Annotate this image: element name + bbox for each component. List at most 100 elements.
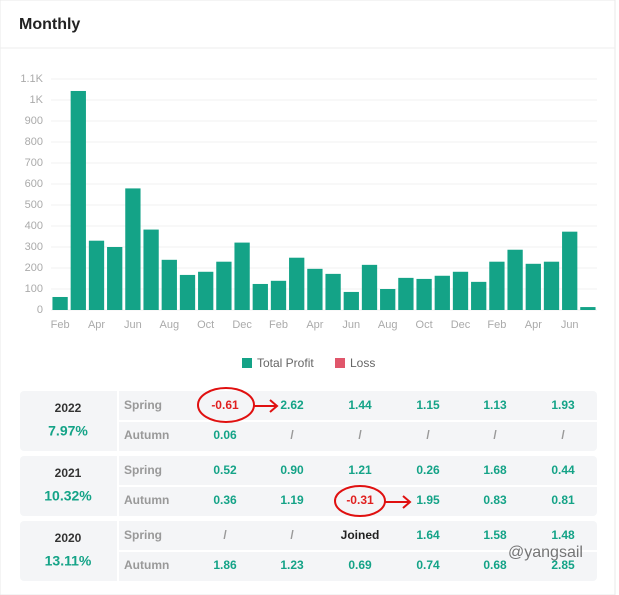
cell: -0.31 bbox=[346, 493, 374, 507]
y-tick-label: 1K bbox=[30, 94, 44, 106]
bar bbox=[380, 289, 396, 310]
annotation-arrow bbox=[254, 399, 279, 413]
row-label: Autumn bbox=[124, 558, 169, 572]
legend-label: Loss bbox=[350, 356, 375, 370]
row-label: Spring bbox=[124, 398, 162, 412]
cell: 0.52 bbox=[213, 463, 237, 477]
bar bbox=[198, 271, 214, 310]
cell: 1.15 bbox=[416, 398, 440, 412]
legend-swatch bbox=[242, 358, 252, 368]
cell: 0.69 bbox=[348, 558, 372, 572]
bar bbox=[452, 271, 469, 310]
bar bbox=[507, 249, 523, 310]
y-tick-label: 300 bbox=[25, 241, 43, 253]
cell: 1.68 bbox=[483, 463, 507, 477]
cell: 1.19 bbox=[280, 493, 304, 507]
x-tick-label: Apr bbox=[525, 319, 542, 331]
x-tick-label: Feb bbox=[487, 319, 506, 331]
cell: -0.61 bbox=[211, 398, 239, 412]
x-tick-label: Aug bbox=[160, 319, 180, 331]
bar bbox=[361, 264, 378, 310]
cell: 1.93 bbox=[551, 398, 575, 412]
tables: 2022 7.97% Spring -0.61 2.62 1.44 1.15 1.13 1.93… bbox=[20, 391, 597, 581]
bar bbox=[125, 188, 141, 310]
bar bbox=[489, 261, 505, 310]
x-tick-label: Feb bbox=[269, 319, 288, 331]
cell: / bbox=[493, 428, 497, 442]
bar bbox=[543, 261, 560, 310]
y-tick-label: 1.1K bbox=[20, 73, 43, 85]
bar bbox=[398, 277, 414, 310]
year-return: 13.11% bbox=[45, 553, 92, 569]
y-tick-label: 600 bbox=[25, 178, 43, 190]
chart: 0 100 200 300 400 500 600 700 800 900 1K 1.1K Feb Apr… bbox=[20, 73, 597, 370]
x-tick-label: Aug bbox=[378, 319, 398, 331]
cell: / bbox=[223, 528, 227, 542]
cell: / bbox=[426, 428, 430, 442]
cell: Joined bbox=[341, 528, 380, 542]
cell: 1.58 bbox=[483, 528, 507, 542]
bar bbox=[216, 261, 232, 310]
bar bbox=[343, 291, 359, 310]
bar bbox=[270, 280, 287, 310]
x-tick-label: Jun bbox=[124, 319, 142, 331]
cell: 2.85 bbox=[551, 558, 575, 572]
cell: 1.21 bbox=[348, 463, 372, 477]
bar bbox=[161, 259, 177, 310]
y-tick-label: 900 bbox=[25, 115, 43, 127]
bar bbox=[252, 283, 268, 310]
x-tick-label: Jun bbox=[342, 319, 360, 331]
cell: 0.90 bbox=[280, 463, 304, 477]
bar bbox=[434, 275, 450, 310]
x-tick-label: Feb bbox=[51, 319, 70, 331]
y-tick-label: 800 bbox=[25, 136, 43, 148]
row-label: Spring bbox=[124, 463, 162, 477]
bar bbox=[179, 274, 196, 310]
row-label: Autumn bbox=[124, 428, 169, 442]
bar bbox=[580, 307, 596, 310]
y-tick-label: 500 bbox=[25, 199, 43, 211]
card-title: Monthly bbox=[19, 16, 80, 33]
row-label: Spring bbox=[124, 528, 162, 542]
bar bbox=[143, 229, 159, 310]
y-tick-label: 100 bbox=[25, 283, 43, 295]
x-tick-label: Oct bbox=[416, 319, 433, 331]
bar bbox=[416, 278, 432, 310]
y-tick-label: 400 bbox=[25, 220, 43, 232]
bar bbox=[234, 242, 250, 310]
cell: 1.13 bbox=[483, 398, 507, 412]
cell: 0.26 bbox=[416, 463, 440, 477]
bar bbox=[307, 268, 323, 310]
y-tick-label: 0 bbox=[37, 304, 43, 316]
year: 2020 bbox=[55, 531, 82, 545]
year-return: 7.97% bbox=[48, 423, 88, 439]
cell: 1.86 bbox=[213, 558, 237, 572]
cell: / bbox=[290, 428, 294, 442]
cell: 1.44 bbox=[348, 398, 372, 412]
bar bbox=[88, 240, 105, 310]
cell: 0.44 bbox=[551, 463, 575, 477]
bar bbox=[107, 247, 123, 310]
legend-swatch bbox=[335, 358, 345, 368]
bar bbox=[52, 296, 68, 310]
x-tick-label: Dec bbox=[451, 319, 471, 331]
annotation-arrow bbox=[385, 495, 412, 509]
cell: 1.23 bbox=[280, 558, 304, 572]
x-tick-label: Jun bbox=[561, 319, 579, 331]
cell: 1.95 bbox=[416, 493, 440, 507]
year: 2021 bbox=[55, 466, 82, 480]
legend-label: Total Profit bbox=[257, 356, 314, 370]
x-tick-label: Apr bbox=[306, 319, 323, 331]
x-tick-label: Dec bbox=[232, 319, 252, 331]
annotations bbox=[197, 387, 412, 517]
cell: 1.48 bbox=[551, 528, 575, 542]
x-tick-label: Oct bbox=[197, 319, 214, 331]
x-tick-label: Apr bbox=[88, 319, 105, 331]
cell: 0.06 bbox=[213, 428, 237, 442]
cell: 2.62 bbox=[280, 398, 304, 412]
row-label: Autumn bbox=[124, 493, 169, 507]
cell: 0.81 bbox=[551, 493, 575, 507]
y-tick-label: 700 bbox=[25, 157, 43, 169]
year: 2022 bbox=[55, 401, 82, 415]
